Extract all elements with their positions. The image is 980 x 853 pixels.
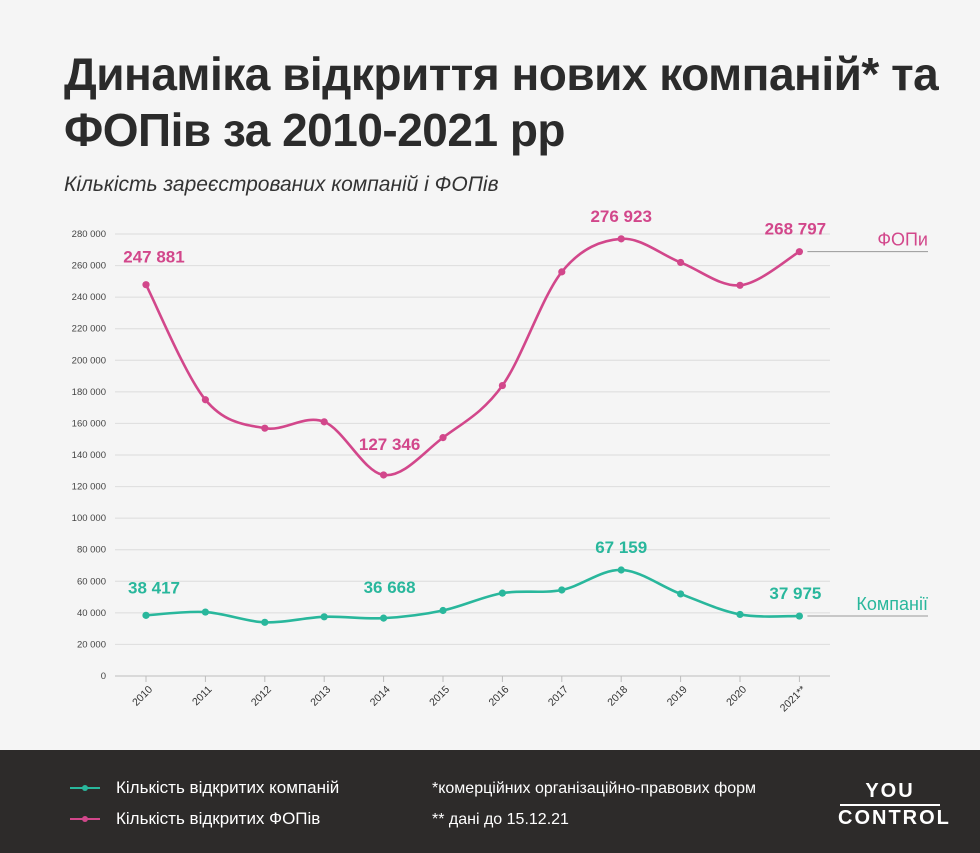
data-point bbox=[736, 281, 744, 289]
data-point bbox=[380, 614, 388, 622]
x-tick-label: 2016 bbox=[487, 684, 512, 709]
y-tick-label: 160 000 bbox=[72, 418, 106, 429]
data-point bbox=[558, 268, 566, 276]
x-tick-label: 2013 bbox=[308, 684, 333, 709]
legend-item-fop: Кількість відкритих ФОПів bbox=[70, 809, 320, 829]
data-point bbox=[736, 610, 744, 619]
data-label: 268 797 bbox=[765, 220, 826, 239]
data-point bbox=[380, 471, 388, 479]
chart-subtitle: Кількість зареєстрованих компаній і ФОПі… bbox=[64, 173, 499, 196]
x-tick-label: 2019 bbox=[665, 684, 690, 709]
data-point bbox=[558, 586, 566, 594]
y-tick-label: 100 000 bbox=[72, 513, 106, 524]
data-label: 67 159 bbox=[595, 538, 647, 557]
y-tick-label: 120 000 bbox=[72, 482, 106, 493]
data-point bbox=[795, 248, 804, 256]
data-label: 127 346 bbox=[359, 435, 420, 454]
series-name-label: ФОПи bbox=[877, 230, 928, 250]
data-point bbox=[142, 611, 150, 619]
x-tick-label: 2018 bbox=[605, 684, 630, 709]
line-chart: 0 20 000 40 000 60 000 80 000 100 000 120 000 1… bbox=[72, 207, 928, 715]
x-tick-label: 2014 bbox=[368, 684, 393, 709]
y-tick-label: 180 000 bbox=[72, 387, 106, 398]
data-label: 37 975 bbox=[769, 584, 821, 603]
footnote-legal-forms: *комерційних організаційно-правових форм bbox=[432, 780, 757, 797]
y-tick-label: 20 000 bbox=[77, 639, 106, 650]
legend-swatch-fop bbox=[70, 813, 100, 825]
data-point bbox=[498, 381, 506, 390]
legend-swatch-companies bbox=[70, 782, 100, 794]
x-tick-label: 2021** bbox=[778, 684, 809, 715]
data-label: 36 668 bbox=[364, 578, 416, 597]
logo-text-top: YOU bbox=[865, 780, 915, 802]
data-label: 276 923 bbox=[590, 207, 651, 226]
data-point bbox=[320, 418, 328, 426]
x-tick-label: 2010 bbox=[130, 684, 155, 709]
y-tick-label: 80 000 bbox=[77, 545, 106, 556]
x-tick-label: 2011 bbox=[190, 684, 215, 709]
data-point bbox=[677, 258, 685, 267]
y-tick-label: 200 000 bbox=[72, 355, 106, 366]
logo-text-bottom: CONTROL bbox=[838, 807, 951, 829]
data-point bbox=[439, 434, 447, 442]
series-name-label: Компанії bbox=[856, 594, 928, 614]
data-point bbox=[201, 396, 209, 404]
data-point bbox=[142, 281, 150, 289]
data-point bbox=[261, 618, 269, 626]
data-point bbox=[261, 424, 269, 432]
data-label: 38 417 bbox=[128, 578, 180, 597]
series-line-fop bbox=[144, 237, 801, 477]
data-point bbox=[320, 613, 328, 621]
y-tick-label: 140 000 bbox=[72, 450, 106, 461]
y-tick-label: 280 000 bbox=[72, 229, 106, 240]
data-point bbox=[677, 590, 685, 598]
legend-label-companies: Кількість відкритих компаній bbox=[116, 778, 340, 797]
youcontrol-logo: YOU CONTROL bbox=[838, 780, 951, 829]
footnote-data-date: ** дані до 15.12.21 bbox=[432, 811, 569, 828]
y-tick-label: 40 000 bbox=[77, 608, 106, 619]
y-tick-label: 0 bbox=[101, 671, 106, 682]
y-tick-label: 260 000 bbox=[72, 261, 106, 272]
data-point bbox=[439, 606, 447, 615]
x-tick-label: 2012 bbox=[249, 684, 274, 709]
y-tick-label: 60 000 bbox=[77, 576, 106, 587]
legend-item-companies: Кількість відкритих компаній bbox=[70, 778, 339, 798]
data-label: 247 881 bbox=[123, 248, 184, 267]
x-tick-label: 2020 bbox=[724, 684, 749, 709]
data-point bbox=[795, 612, 804, 620]
y-tick-label: 240 000 bbox=[72, 292, 106, 303]
x-tick-label: 2015 bbox=[427, 684, 452, 709]
footer bbox=[0, 750, 980, 853]
legend-label-fop: Кількість відкритих ФОПів bbox=[116, 809, 321, 828]
data-point bbox=[617, 566, 625, 574]
data-point bbox=[498, 589, 506, 597]
data-point bbox=[201, 608, 209, 616]
y-tick-label: 220 000 bbox=[72, 324, 106, 335]
x-tick-label: 2017 bbox=[546, 684, 571, 709]
series-line-companies bbox=[145, 568, 800, 624]
data-point bbox=[617, 235, 625, 243]
chart-title: Динаміка відкриття нових компаній* та ФО… bbox=[64, 48, 939, 156]
